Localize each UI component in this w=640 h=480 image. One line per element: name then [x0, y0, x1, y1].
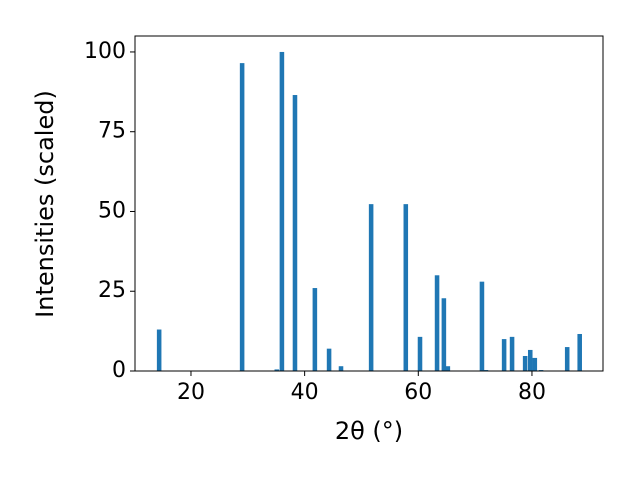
bar: [274, 369, 280, 371]
plot-frame: [134, 35, 604, 372]
bar: [279, 51, 285, 371]
bar: [441, 298, 447, 371]
bar: [509, 336, 515, 371]
bar: [338, 366, 344, 371]
bar: [445, 366, 451, 371]
bar: [239, 63, 245, 371]
bar: [326, 348, 332, 371]
y-tick-label: 50: [98, 198, 126, 223]
bar: [564, 347, 570, 371]
bar: [479, 281, 485, 371]
bar: [156, 329, 162, 371]
bar: [527, 349, 533, 371]
x-axis-label: 2θ (°): [335, 417, 403, 445]
bar: [532, 357, 538, 371]
bar: [403, 204, 409, 371]
y-axis-label: Intensities (scaled): [31, 90, 59, 318]
bar: [292, 95, 298, 372]
y-tick-label: 75: [98, 119, 126, 144]
bar: [522, 356, 528, 371]
bar: [312, 288, 318, 371]
x-tick-label: 40: [291, 380, 319, 405]
y-tick-label: 0: [112, 358, 126, 383]
bar: [501, 339, 507, 371]
bar: [577, 333, 582, 371]
x-tick-label: 60: [404, 380, 432, 405]
bar: [417, 336, 423, 371]
y-tick-label: 100: [84, 39, 126, 64]
bar: [368, 204, 374, 371]
x-tick-label: 80: [518, 380, 546, 405]
y-tick-label: 25: [98, 278, 126, 303]
bar: [434, 275, 440, 371]
x-tick-label: 20: [177, 380, 205, 405]
